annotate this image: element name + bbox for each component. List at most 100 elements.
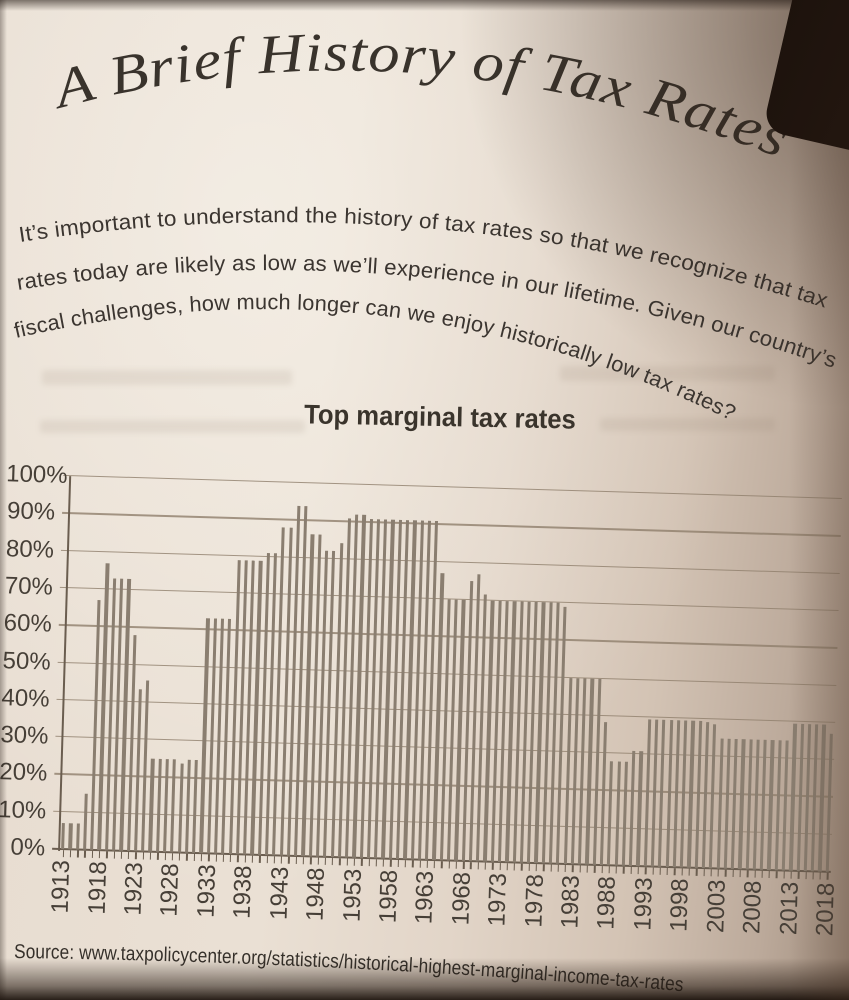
bar-1991 <box>628 750 636 866</box>
bar-1999 <box>687 720 695 868</box>
x-tick-1968 <box>462 861 465 869</box>
x-tick-1959 <box>397 860 399 868</box>
bar-2013 <box>789 723 797 871</box>
x-tick-1988 <box>608 866 610 874</box>
x-tick-label-1913: 1913 <box>47 858 76 948</box>
y-tick-label-90: 90% <box>6 497 56 526</box>
x-tick-1941 <box>266 856 268 864</box>
x-tick-label-text: 2018 <box>811 882 840 937</box>
x-tick-1932 <box>200 854 203 862</box>
x-tick-1984 <box>579 865 581 873</box>
x-tick-1960 <box>404 860 407 868</box>
x-tick-label-text: 1933 <box>192 863 222 919</box>
x-tick-label-text: 2003 <box>702 879 731 934</box>
bar-1998 <box>679 719 688 868</box>
x-tick-label-text: 1923 <box>119 861 149 916</box>
x-tick-label-text: 1928 <box>156 862 185 918</box>
x-tick-1954 <box>360 858 363 866</box>
bar-2000 <box>694 720 703 868</box>
x-tick-label-1928: 1928 <box>156 861 185 951</box>
x-tick-label-1988: 1988 <box>593 874 622 964</box>
x-tick-1999 <box>688 868 691 876</box>
x-tick-1957 <box>382 859 385 867</box>
x-tick-1915 <box>77 850 79 858</box>
bar-1997 <box>672 719 681 868</box>
x-tick-label-1918: 1918 <box>83 859 112 949</box>
x-tick-1914 <box>69 850 72 858</box>
bar-1926 <box>155 758 162 852</box>
x-tick-label-text: 1993 <box>629 876 658 932</box>
x-tick-2015 <box>805 872 807 880</box>
x-tick-label-1938: 1938 <box>229 863 258 953</box>
ghost-text-bleedthrough <box>560 366 775 381</box>
x-tick-1949 <box>324 857 327 865</box>
x-tick-1992 <box>637 867 640 875</box>
x-tick-label-text: 1968 <box>447 871 476 926</box>
x-tick-1936 <box>229 855 232 863</box>
x-tick-2018 <box>826 872 829 880</box>
x-tick-1998 <box>681 868 683 876</box>
x-tick-2011 <box>775 871 778 879</box>
bar-1987 <box>599 721 608 866</box>
x-tick-1923 <box>135 852 137 860</box>
bar-2012 <box>781 740 789 871</box>
x-tick-1921 <box>120 851 123 859</box>
x-tick-1966 <box>448 861 450 869</box>
x-tick-1967 <box>455 861 458 869</box>
x-tick-1975 <box>513 863 516 871</box>
x-tick-1978 <box>535 864 538 872</box>
x-tick-1990 <box>623 866 625 874</box>
x-tick-1973 <box>499 863 501 871</box>
x-tick-2010 <box>768 871 771 879</box>
x-tick-label-1963: 1963 <box>411 869 440 959</box>
x-tick-1918 <box>98 851 101 859</box>
x-tick-label-text: 1938 <box>228 865 258 920</box>
x-tick-1985 <box>586 865 589 873</box>
x-tick-1926 <box>157 852 159 860</box>
bar-1928 <box>170 759 177 853</box>
x-tick-1927 <box>164 853 166 861</box>
x-tick-1940 <box>259 855 261 863</box>
x-tick-1943 <box>280 856 283 864</box>
x-tick-1924 <box>142 852 145 860</box>
bar-2011 <box>774 739 782 871</box>
bar-2001 <box>701 722 710 869</box>
x-tick-1980 <box>550 864 552 872</box>
bar-1914 <box>68 823 73 850</box>
bar-1925 <box>148 758 155 852</box>
bar-1915 <box>75 823 80 850</box>
x-tick-label-1923: 1923 <box>120 860 149 950</box>
x-tick-1991 <box>630 866 632 874</box>
bar-2017 <box>818 724 826 872</box>
x-tick-1969 <box>470 862 472 870</box>
bar-1989 <box>614 761 621 866</box>
x-tick-1989 <box>615 866 618 874</box>
x-tick-1987 <box>601 866 603 874</box>
x-tick-2002 <box>710 869 712 877</box>
bar-2016 <box>810 723 819 872</box>
x-tick-label-1943: 1943 <box>265 865 294 955</box>
x-tick-1939 <box>251 855 254 863</box>
x-tick-1981 <box>557 864 560 872</box>
x-tick-1950 <box>331 858 334 866</box>
bar-1993 <box>643 718 652 867</box>
x-tick-1931 <box>193 853 196 861</box>
y-tick-label-60: 60% <box>3 609 53 638</box>
y-tick-label-30: 30% <box>0 721 49 750</box>
bar-2002 <box>709 724 717 869</box>
x-tick-2000 <box>695 868 698 876</box>
x-tick-label-2008: 2008 <box>738 879 767 969</box>
x-tick-2016 <box>812 872 814 880</box>
x-tick-label-1958: 1958 <box>374 868 403 958</box>
x-tick-label-1978: 1978 <box>520 872 549 962</box>
bar-1913 <box>61 822 66 850</box>
bar-2004 <box>723 738 731 869</box>
x-tick-label-text: 1973 <box>483 872 513 927</box>
x-tick-1920 <box>113 851 115 859</box>
bar-2005 <box>730 738 738 869</box>
bar-2014 <box>796 723 804 871</box>
x-tick-1972 <box>492 862 494 870</box>
x-tick-1933 <box>208 854 210 862</box>
x-tick-1934 <box>215 854 217 862</box>
x-tick-label-text: 1943 <box>265 866 294 921</box>
